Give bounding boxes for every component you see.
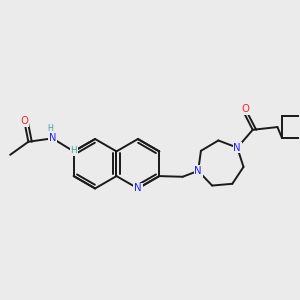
Text: O: O <box>241 104 249 114</box>
Text: N: N <box>49 133 56 143</box>
Text: H: H <box>70 146 77 155</box>
Text: O: O <box>20 116 28 126</box>
Text: N: N <box>194 166 202 176</box>
Text: N: N <box>233 142 241 153</box>
Text: N: N <box>134 183 142 194</box>
Text: H: H <box>48 124 54 133</box>
